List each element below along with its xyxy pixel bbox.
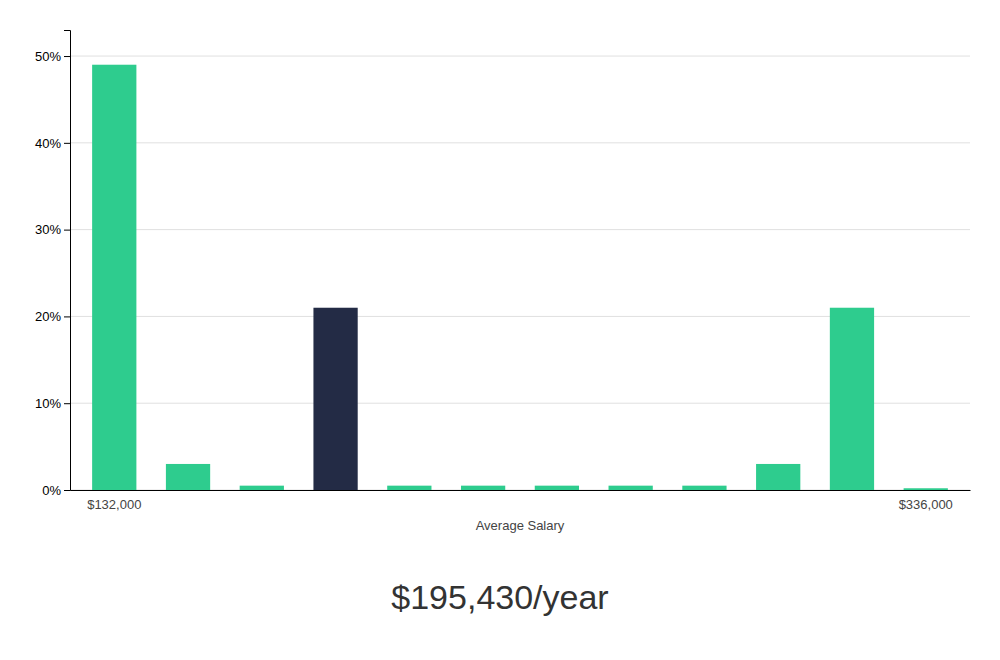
x-axis-label: Average Salary (476, 518, 565, 533)
bar (240, 486, 284, 490)
chart: 0% 10% 20% 30% 40% 50% $132,000 $336,000 Average… (0, 0, 1000, 660)
tick-mark (64, 316, 70, 317)
tick: 30% (35, 222, 70, 237)
title: $195,430/year (391, 578, 608, 616)
tick-label: 30% (35, 222, 61, 237)
grid-line (70, 229, 970, 230)
tick-label: 20% (35, 309, 61, 324)
axis-line (64, 31, 71, 491)
tick-label: 40% (35, 135, 61, 150)
y-axis: 0% 10% 20% 30% 40% 50% (35, 31, 71, 498)
bars (92, 65, 948, 490)
tick-mark (64, 143, 70, 144)
x-axis: $132,000 $336,000 (71, 491, 971, 513)
tick: $132,000 (87, 497, 141, 512)
tick-mark (64, 230, 70, 231)
grid (70, 56, 970, 490)
tick-mark (64, 490, 70, 491)
tick: $336,000 (899, 497, 953, 512)
tick: 40% (35, 135, 70, 150)
tick-label: $132,000 (87, 497, 141, 512)
bar (904, 488, 948, 490)
tick: 10% (35, 396, 70, 411)
bar (609, 486, 653, 490)
bar (535, 486, 579, 490)
grid-line (70, 142, 970, 143)
tick-label: 50% (35, 49, 61, 64)
tick: 20% (35, 309, 70, 324)
grid-line (70, 56, 970, 57)
tick: 50% (35, 49, 70, 64)
axis-line (71, 490, 971, 491)
tick-label: 10% (35, 396, 61, 411)
bar (387, 486, 431, 490)
tick-mark (64, 56, 70, 57)
bar (166, 464, 210, 490)
bar (313, 308, 357, 490)
tick-mark (64, 403, 70, 404)
tick: 0% (42, 483, 70, 498)
tick-label: $336,000 (899, 497, 953, 512)
bar (830, 308, 874, 490)
bar (92, 65, 136, 490)
bar (461, 486, 505, 490)
plot: 0% 10% 20% 30% 40% 50% $132,000 $336,000 (35, 31, 971, 513)
tick-label: 0% (42, 483, 61, 498)
bar (682, 486, 726, 490)
bar (756, 464, 800, 490)
